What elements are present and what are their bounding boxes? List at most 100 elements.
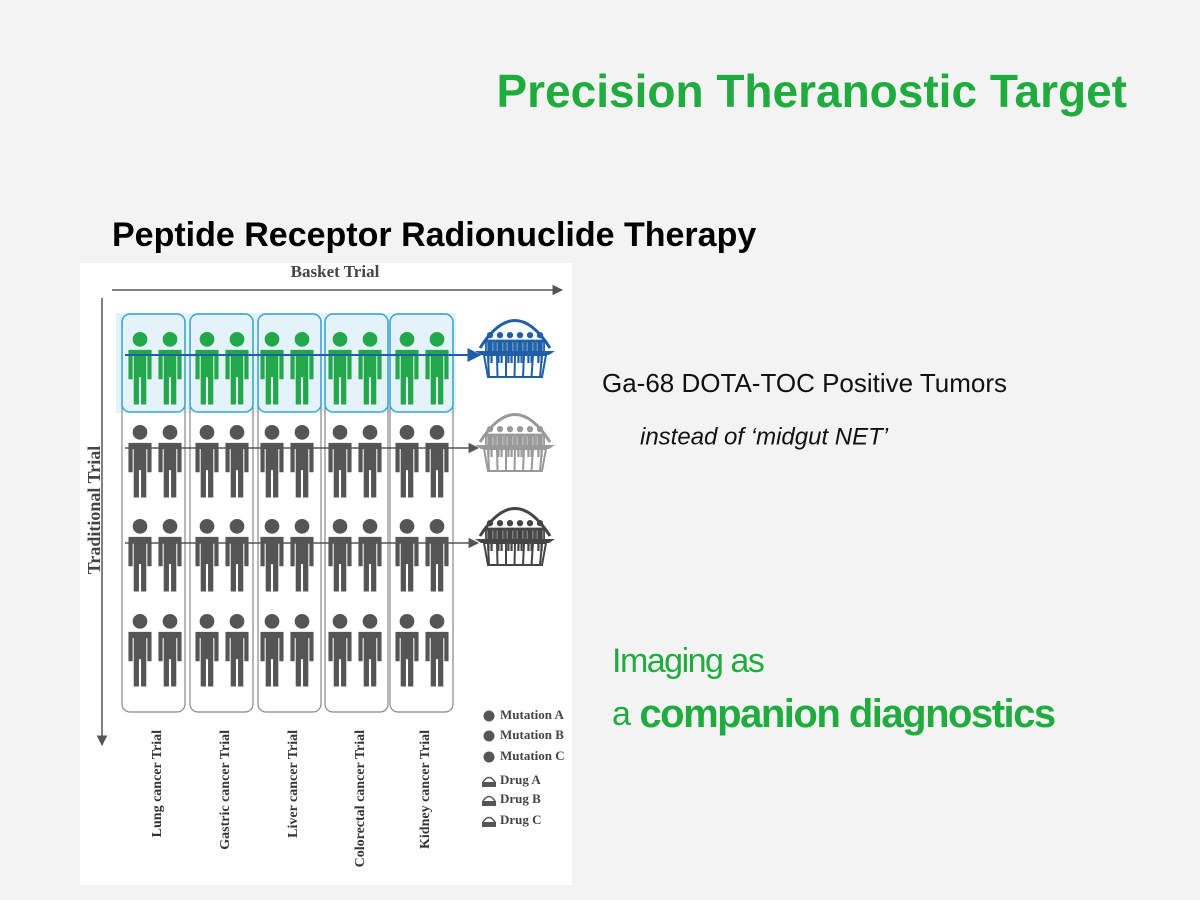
basket-slat [522, 542, 525, 566]
person-head [229, 425, 245, 440]
person [225, 519, 249, 592]
person [260, 614, 284, 687]
person-body [195, 442, 219, 498]
person [128, 519, 152, 592]
person-head [362, 425, 378, 440]
person-head [429, 332, 445, 347]
person-body [225, 442, 249, 498]
basket-slat [522, 448, 525, 472]
person-body [290, 631, 314, 687]
basket-slat [539, 542, 543, 566]
person-body [425, 536, 449, 592]
person-head [264, 425, 280, 440]
person-head [526, 520, 534, 527]
legend: Mutation A Mutation B Mutation C Drug A Drug… [482, 707, 565, 827]
person-head [429, 425, 445, 440]
person-head [199, 425, 215, 440]
person-body [225, 349, 249, 405]
y-axis-label: Traditional Trial [84, 446, 104, 575]
legend-label: Drug A [500, 772, 541, 787]
person-head [399, 425, 415, 440]
trial-label: Liver cancer Trial [286, 730, 301, 838]
person [290, 332, 314, 405]
callout-prefix: a [612, 695, 631, 733]
person-head [486, 426, 494, 433]
person [195, 614, 219, 687]
person-head [506, 332, 514, 339]
person [225, 614, 249, 687]
person-body [128, 536, 152, 592]
person-body [290, 442, 314, 498]
person-body [158, 442, 182, 498]
person-body [128, 631, 152, 687]
legend-basket [482, 782, 496, 787]
person-head [516, 426, 524, 433]
legend-label: Mutation C [500, 748, 565, 763]
person-head [526, 332, 534, 339]
person-body [328, 442, 352, 498]
basket-handle [478, 507, 552, 537]
person [128, 614, 152, 687]
legend-label: Drug B [500, 791, 541, 806]
person [290, 614, 314, 687]
person-body [395, 536, 419, 592]
person-head [294, 519, 310, 534]
person-head [294, 425, 310, 440]
person-head [229, 332, 245, 347]
person-head [429, 614, 445, 629]
person [395, 425, 419, 498]
person-body [195, 536, 219, 592]
person-body [260, 631, 284, 687]
person-head [132, 425, 148, 440]
person-head [362, 519, 378, 534]
person [225, 332, 249, 405]
legend-label: Mutation B [500, 727, 564, 742]
person-head [132, 519, 148, 534]
basket-handle [478, 413, 552, 443]
trial-label: Gastric cancer Trial [218, 730, 233, 850]
person [195, 519, 219, 592]
person [158, 614, 182, 687]
person [395, 614, 419, 687]
person-head [362, 614, 378, 629]
person-head [332, 425, 348, 440]
person-body [358, 349, 382, 405]
trial-label: Lung cancer Trial [150, 730, 165, 837]
person [425, 519, 449, 592]
person-body [358, 536, 382, 592]
person-body [425, 349, 449, 405]
person-head [536, 426, 544, 433]
slide-subtitle: Peptide Receptor Radionuclide Therapy [112, 216, 756, 254]
person-body [158, 631, 182, 687]
person-body [290, 536, 314, 592]
person [425, 332, 449, 405]
basket-slat [487, 542, 490, 566]
trial-highlight [121, 313, 186, 413]
basket-slat [487, 354, 490, 378]
person-head [162, 332, 178, 347]
basket-slat [496, 542, 499, 566]
person [290, 425, 314, 498]
person-body [158, 536, 182, 592]
basket-slat [530, 354, 534, 378]
person [425, 425, 449, 498]
legend-label: Mutation A [500, 707, 565, 722]
basket-slat [513, 354, 516, 378]
legend-dot [483, 751, 495, 763]
person-body [358, 442, 382, 498]
trial-highlight [257, 313, 322, 413]
person [328, 519, 352, 592]
x-axis-label: Basket Trial [291, 262, 380, 281]
basket-slat [513, 542, 516, 566]
person-head [536, 332, 544, 339]
person [290, 519, 314, 592]
person [358, 332, 382, 405]
legend-dot [483, 730, 495, 742]
person [195, 425, 219, 498]
person [395, 332, 419, 405]
person-body [395, 349, 419, 405]
person [128, 332, 152, 405]
person-head [332, 519, 348, 534]
legend-label: Drug C [500, 812, 542, 827]
person-body [328, 349, 352, 405]
